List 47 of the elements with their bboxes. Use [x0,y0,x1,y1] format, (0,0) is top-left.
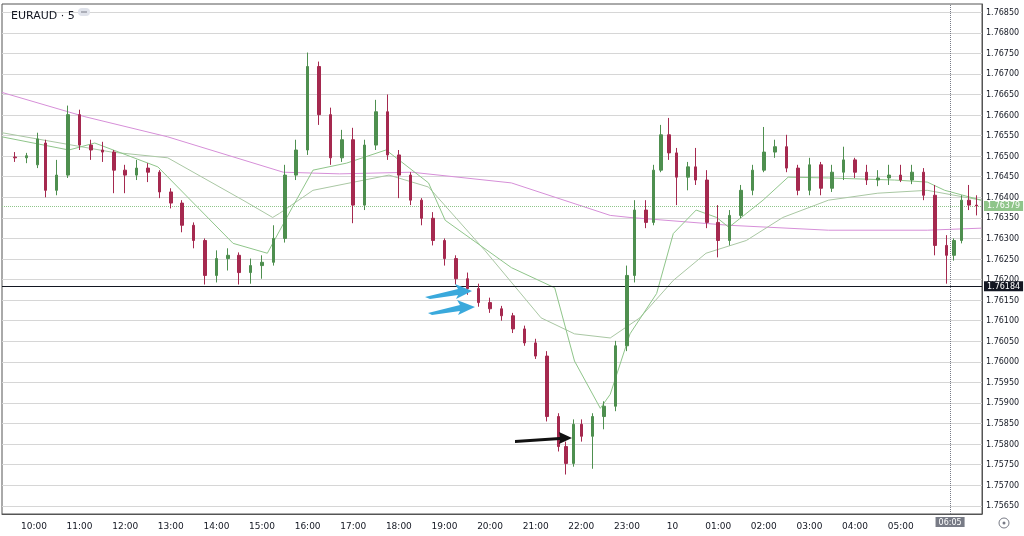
x-tick-label: 10 [666,520,679,531]
x-tick-label: 19:00 [431,520,458,531]
x-tick-label: 13:00 [157,520,185,531]
y-tick-label: 1.76800 [986,28,1020,38]
y-tick-label: 1.76700 [986,69,1020,79]
y-tick-label: 1.76650 [986,89,1020,99]
y-tick-label: 1.75650 [986,501,1020,511]
y-tick-label: 1.75900 [986,398,1020,408]
x-tick-label: 22:00 [568,520,595,531]
y-tick-label: 1.76300 [986,233,1020,243]
x-tick-label: 11:00 [66,520,93,531]
y-tick-label: 1.75800 [986,439,1020,449]
y-tick-label: 1.75950 [986,377,1020,387]
x-tick-label: 12:00 [112,520,139,531]
x-tick-label: 01:00 [705,520,732,531]
y-tick-label: 1.76050 [986,336,1020,346]
x-tick-label: 14:00 [203,520,230,531]
y-tick-label: 1.76000 [986,357,1020,367]
y-tick-label: 1.76750 [986,48,1020,58]
y-tick-label: 1.76500 [986,151,1020,161]
text: EURAUD · 5 [11,9,75,22]
y-tick-label: 1.76850 [986,7,1020,17]
x-tick-label: 02:00 [750,520,778,531]
y-tick-label: 1.76150 [986,295,1020,305]
y-tick-label: 1.75750 [986,460,1020,470]
x-tick-label: 23:00 [613,520,641,531]
y-tick-label: 1.76250 [986,254,1020,264]
y-tick-label: 1.76400 [986,192,1020,202]
x-tick-label: 17:00 [340,520,367,531]
x-tick-label: 10:00 [20,520,48,531]
y-tick-label: 1.76350 [986,213,1020,223]
x-tick-label: 03:00 [796,520,823,531]
x-tick-label: 16:00 [294,520,321,531]
y-tick-label: 1.76550 [986,131,1020,141]
y-tick-label: 1.76100 [986,316,1020,326]
x-tick-label: 21:00 [522,520,549,531]
y-tick-label: 1.75700 [986,480,1020,490]
ref-line-label: 06:05 [938,517,962,527]
x-tick-label: 20:00 [477,520,504,531]
y-tick-label: 1.76450 [986,172,1020,182]
x-tick-label: 18:00 [385,520,413,531]
x-tick-label: 04:00 [842,520,869,531]
y-tick-label: 1.75850 [986,419,1020,429]
x-tick-label: 15:00 [249,520,276,531]
ref-line-label: 1.76379 [987,201,1021,211]
y-tick-label: 1.76600 [986,110,1020,120]
x-tick-label: 05:00 [887,520,914,531]
